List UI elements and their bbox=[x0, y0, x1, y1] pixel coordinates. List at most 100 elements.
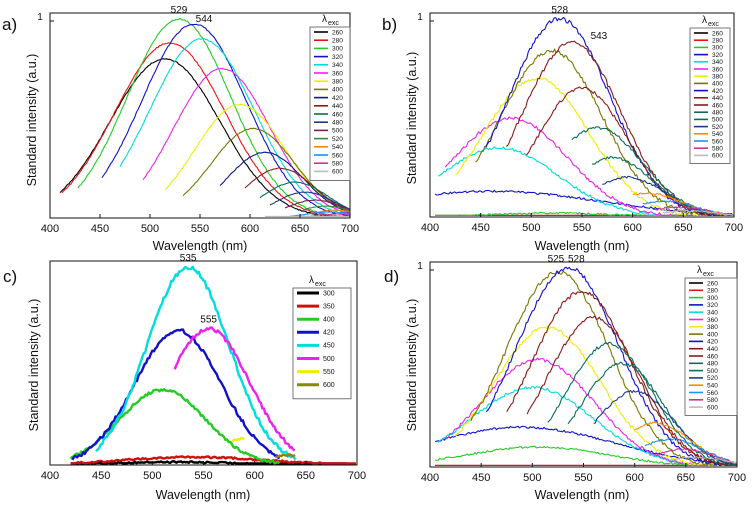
panel-a-legend-label: 420 bbox=[332, 95, 343, 102]
panel-d-legend-label: 400 bbox=[707, 331, 718, 338]
panel-d-legend-label: 540 bbox=[707, 383, 718, 390]
panel-d-x-label: Wavelength (nm) bbox=[535, 488, 630, 502]
panel-d-legend-subscript: exc bbox=[703, 271, 714, 278]
panel-b-x-label: Wavelength (nm) bbox=[535, 239, 630, 253]
panel-b-legend-label: 560 bbox=[712, 138, 723, 145]
panel-a-series bbox=[59, 17, 351, 217]
panel-a-legend-label: 360 bbox=[332, 70, 343, 77]
panel-d-legend-label: 280 bbox=[707, 288, 718, 295]
panel-b-legend-label: 300 bbox=[712, 45, 723, 52]
panel-d-series-460 bbox=[526, 315, 737, 466]
panel-a-legend-label: 280 bbox=[332, 38, 343, 45]
panel-b-legend-label: 600 bbox=[712, 153, 723, 160]
panel-b-series-360 bbox=[444, 116, 734, 216]
panel-a-x-tick-label: 700 bbox=[341, 223, 359, 235]
panel-d-y-tick-label: 1 bbox=[417, 261, 423, 272]
panel-b-legend-title: λ bbox=[702, 15, 707, 26]
panel-d-x-tick-label: 550 bbox=[574, 472, 592, 484]
panel-a-legend-title: λ bbox=[322, 14, 327, 25]
panel-c-series-400 bbox=[69, 388, 281, 465]
panel-d-y-label: Standard intensity (a.u.) bbox=[405, 299, 419, 432]
panel-a-series-340 bbox=[119, 37, 350, 216]
panel-a-x-tick-label: 500 bbox=[141, 223, 159, 235]
panel-d-peak-label: 528 bbox=[568, 254, 585, 265]
panel-b-x-tick-label: 550 bbox=[573, 222, 591, 234]
panel-b-y-label: Standard intensity (a.u.) bbox=[405, 52, 419, 185]
panel-d-legend-label: 580 bbox=[707, 397, 718, 404]
panel-a-legend-label: 260 bbox=[332, 29, 343, 36]
panel-d-series-500 bbox=[567, 361, 738, 466]
panel-b-legend-label: 480 bbox=[712, 110, 723, 117]
panel-c-series-550 bbox=[231, 436, 245, 443]
panel-c-series-500 bbox=[173, 326, 296, 452]
panel-d-letter: d) bbox=[384, 267, 399, 286]
panel-a-legend-label: 300 bbox=[332, 46, 343, 53]
panel-b-legend-label: 440 bbox=[712, 95, 723, 102]
panel-b-legend-label: 400 bbox=[712, 81, 723, 88]
panel-b-legend-label: 360 bbox=[712, 66, 723, 73]
panel-c-x-tick-label: 600 bbox=[245, 470, 263, 482]
panel-b-series-520 bbox=[602, 175, 734, 216]
panel-c-legend: λ exc 300 350 400 420 450 500 550 600 bbox=[292, 275, 352, 400]
panel-c-x-axis: 400 450 500 550 600 650 700 bbox=[41, 461, 366, 482]
panel-d-legend-label: 420 bbox=[707, 339, 718, 346]
panel-b-x-tick-label: 500 bbox=[522, 222, 540, 234]
panel-c-series-600 bbox=[274, 453, 296, 459]
panel-c-series-350 bbox=[70, 455, 356, 465]
panel-a-legend-box bbox=[309, 26, 351, 182]
panel-a-x-label: Wavelength (nm) bbox=[153, 239, 248, 253]
panel-d-series-520 bbox=[593, 389, 737, 466]
panel-b-y-tick-label: 1 bbox=[417, 12, 423, 23]
panel-d-series-560 bbox=[644, 437, 738, 465]
panel-a-series-520 bbox=[304, 205, 351, 212]
panel-a-legend-label: 460 bbox=[332, 111, 343, 118]
panel-d-legend-label: 380 bbox=[707, 324, 718, 331]
panel-a-x-tick-label: 600 bbox=[241, 223, 259, 235]
panel-d-legend-label: 600 bbox=[707, 404, 718, 411]
panel-d-legend-label: 520 bbox=[707, 375, 718, 382]
panel-b: b) 400 450 500 550 600 650 700 1 Wavelength (nm) S… bbox=[382, 5, 743, 253]
panel-a-legend-label: 580 bbox=[332, 161, 343, 168]
panel-b-legend-label: 420 bbox=[712, 88, 723, 95]
panel-a-legend-label: 500 bbox=[332, 128, 343, 135]
panel-c-x-tick-label: 400 bbox=[41, 470, 59, 482]
panel-b-series-600 bbox=[662, 209, 734, 216]
panel-d-series-600 bbox=[670, 456, 737, 464]
panel-c-legend-label: 600 bbox=[323, 382, 335, 389]
panel-c-series-420 bbox=[71, 328, 280, 461]
panel-d-legend-label: 460 bbox=[707, 353, 718, 360]
panel-a-legend-label: 520 bbox=[332, 136, 343, 143]
panel-d-legend-label: 260 bbox=[707, 280, 718, 287]
panel-a-x-tick-label: 400 bbox=[41, 223, 59, 235]
panel-a-y-tick-label: 1 bbox=[37, 12, 43, 23]
panel-b-letter: b) bbox=[382, 15, 397, 34]
panel-d-legend-label: 500 bbox=[707, 368, 718, 375]
panel-c-y-label: Standard intensity (a.u.) bbox=[27, 299, 41, 432]
panel-a-x-axis: 400 450 500 550 600 650 700 bbox=[41, 214, 359, 235]
panel-c-x-tick-label: 500 bbox=[143, 470, 161, 482]
panel-c-series-450 bbox=[95, 265, 297, 461]
panel-a-legend-label: 440 bbox=[332, 103, 343, 110]
panel-b-legend-box bbox=[689, 27, 731, 165]
panel-d-peak-label: 525 bbox=[548, 254, 565, 265]
panel-b-peak-label: 528 bbox=[551, 5, 568, 16]
panel-a-legend-label: 560 bbox=[332, 152, 343, 159]
panel-c-x-label: Wavelength (nm) bbox=[156, 488, 251, 502]
panel-b-series bbox=[434, 16, 735, 216]
panel-a-plot-frame bbox=[49, 12, 351, 219]
panel-d-legend: λ exc 260280300320340360380400420440460480… bbox=[684, 265, 738, 416]
panel-b-legend-label: 280 bbox=[712, 38, 723, 45]
panel-a-letter: a) bbox=[2, 15, 17, 34]
panel-d-legend-title: λ bbox=[697, 265, 702, 276]
panel-a-legend-label: 320 bbox=[332, 54, 343, 61]
panel-a-legend-label: 380 bbox=[332, 79, 343, 86]
panel-b-legend-label: 260 bbox=[712, 30, 723, 37]
panel-c-letter: c) bbox=[3, 267, 17, 286]
panel-a-series-280 bbox=[61, 42, 350, 217]
panel-c-peak-label: 555 bbox=[200, 314, 217, 325]
panel-a-legend-label: 600 bbox=[332, 169, 343, 176]
panel-b-legend-label: 380 bbox=[712, 74, 723, 81]
panel-a-series-500 bbox=[284, 199, 350, 211]
panel-d-legend-label: 440 bbox=[707, 346, 718, 353]
